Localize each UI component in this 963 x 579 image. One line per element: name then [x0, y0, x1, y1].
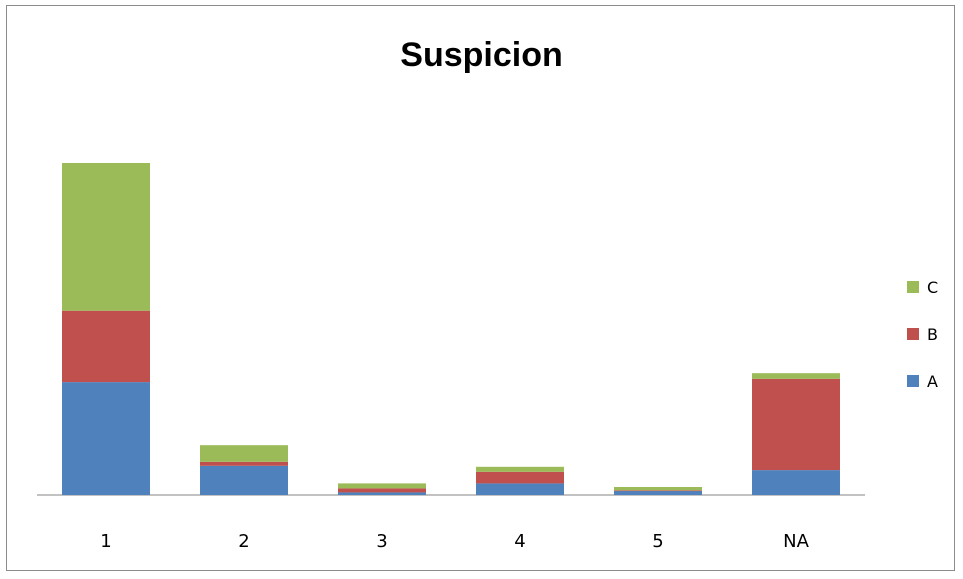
legend-label-a: A [927, 372, 938, 391]
legend-swatch-b [907, 328, 919, 340]
bar-a-3 [338, 492, 426, 495]
x-tick-label: 4 [514, 531, 525, 552]
bar-b-na [752, 378, 840, 471]
bars-group [62, 163, 840, 495]
bar-b-5 [614, 490, 702, 492]
bar-c-1 [62, 163, 150, 311]
bar-a-4 [476, 483, 564, 495]
bar-b-2 [200, 461, 288, 466]
bar-c-na [752, 373, 840, 379]
legend-swatch-c [907, 281, 919, 293]
legend: C B A [907, 278, 938, 391]
bar-a-2 [200, 465, 288, 495]
x-tick-label: 2 [238, 531, 249, 552]
bar-b-1 [62, 310, 150, 383]
bar-c-4 [476, 466, 564, 472]
bar-b-4 [476, 471, 564, 484]
x-tick-label: 3 [376, 531, 387, 552]
legend-label-b: B [927, 325, 938, 344]
bar-c-5 [614, 487, 702, 491]
x-tick-label: 5 [652, 531, 663, 552]
bar-c-2 [200, 445, 288, 462]
bar-a-na [752, 470, 840, 495]
bar-c-3 [338, 483, 426, 489]
legend-swatch-a [907, 375, 919, 387]
x-tick-label: 1 [100, 531, 111, 552]
x-tick-label: NA [783, 531, 809, 552]
bar-a-1 [62, 382, 150, 495]
chart-title: Suspicion [400, 36, 563, 74]
x-tick-labels: 1 2 3 4 5 NA [100, 531, 809, 552]
bar-b-3 [338, 488, 426, 493]
legend-label-c: C [927, 278, 938, 297]
bar-a-5 [614, 491, 702, 495]
